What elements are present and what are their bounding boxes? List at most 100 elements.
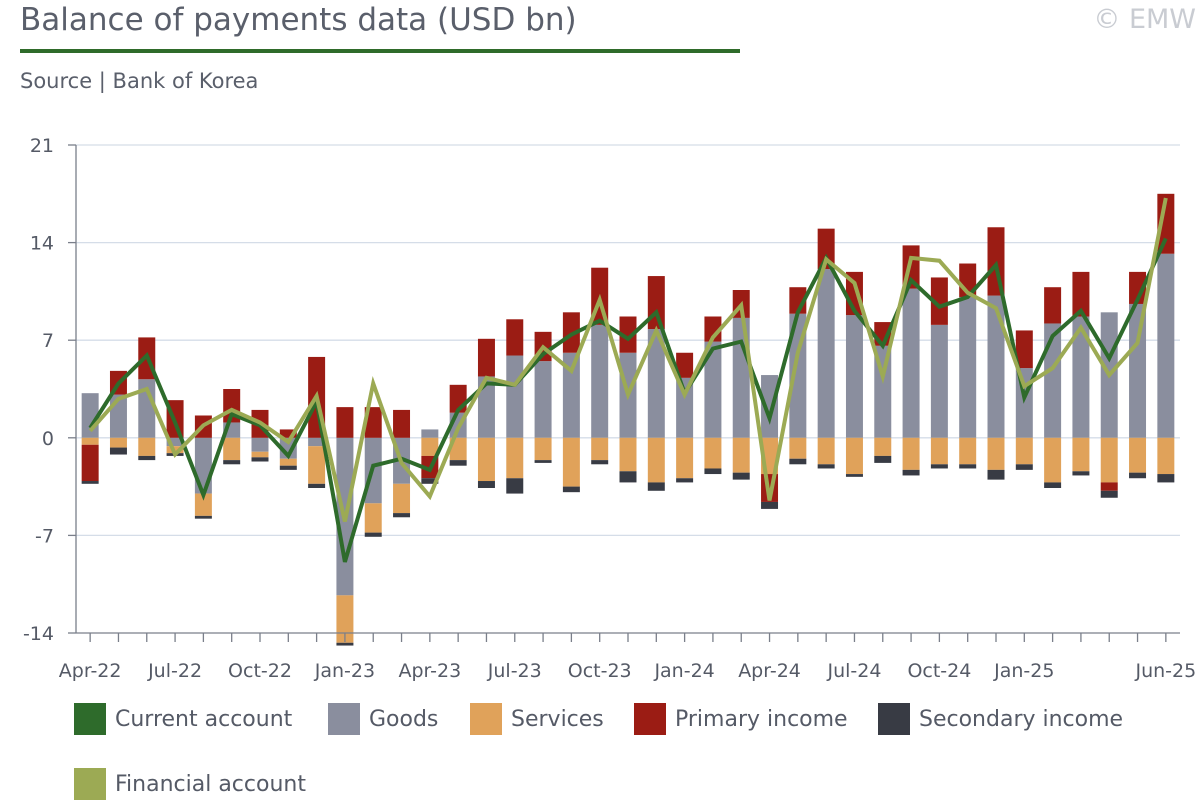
primary-income-bar xyxy=(1157,193,1175,254)
line-layer xyxy=(88,197,1168,563)
goods-bar xyxy=(562,352,580,438)
secondary-income-bar xyxy=(789,458,807,465)
secondary-income-bar xyxy=(421,478,439,484)
primary-income-bar xyxy=(676,352,694,378)
legend-item-goods: Goods xyxy=(328,703,438,735)
x-tick-label: Oct-22 xyxy=(228,660,292,682)
services-bar xyxy=(619,437,637,472)
secondary-income-bar xyxy=(534,460,552,463)
goods-bar xyxy=(845,315,863,438)
legend-swatch xyxy=(328,703,360,735)
secondary-income-bar xyxy=(138,455,156,461)
secondary-income-bar xyxy=(647,482,665,491)
secondary-income-bar xyxy=(902,469,920,476)
x-tick-label: Oct-24 xyxy=(907,660,971,682)
primary-income-bar xyxy=(477,338,495,377)
secondary-income-bar xyxy=(817,464,835,469)
services-bar xyxy=(1100,437,1118,483)
services-bar xyxy=(534,437,552,461)
services-bar xyxy=(959,437,977,465)
secondary-income-bar xyxy=(393,513,411,518)
primary-income-bar xyxy=(279,429,297,438)
primary-income-bar xyxy=(647,276,665,330)
secondary-income-bar xyxy=(591,460,609,465)
services-bar xyxy=(194,493,212,516)
y-tick-label: -14 xyxy=(23,623,54,645)
services-bar xyxy=(704,437,722,469)
services-bar xyxy=(223,437,241,461)
secondary-income-bar xyxy=(1072,471,1090,476)
legend-swatch xyxy=(634,703,666,735)
services-bar xyxy=(109,437,127,448)
goods-bar xyxy=(308,437,326,447)
services-bar xyxy=(1157,437,1175,475)
services-bar xyxy=(987,437,1005,470)
goods-bar xyxy=(1072,316,1090,438)
primary-income-bar xyxy=(1044,287,1062,324)
goods-bar xyxy=(1157,253,1175,438)
secondary-income-bar xyxy=(1157,474,1175,483)
services-bar xyxy=(562,437,580,487)
legend-swatch xyxy=(470,703,502,735)
secondary-income-bar xyxy=(251,457,269,462)
x-tick-label: Oct-23 xyxy=(568,660,632,682)
primary-income-bar xyxy=(1072,271,1090,317)
secondary-income-bar xyxy=(987,469,1005,480)
secondary-income-bar xyxy=(506,478,524,494)
services-bar xyxy=(676,437,694,479)
services-bar xyxy=(930,437,948,465)
goods-bar xyxy=(817,269,835,438)
legend-label: Services xyxy=(511,706,604,732)
secondary-income-bar xyxy=(845,474,863,477)
x-tick-label: Jul-24 xyxy=(826,660,881,682)
secondary-income-bar xyxy=(619,471,637,483)
primary-income-bar xyxy=(506,319,524,356)
secondary-income-bar xyxy=(364,532,382,537)
chart-title: Balance of payments data (USD bn) xyxy=(20,2,577,38)
secondary-income-bar xyxy=(732,472,750,480)
x-tick-label: Apr-23 xyxy=(399,660,462,682)
primary-income-bar xyxy=(336,407,354,438)
primary-income-bar xyxy=(393,409,411,438)
secondary-income-bar xyxy=(1044,482,1062,488)
legend-label: Primary income xyxy=(675,706,848,732)
services-bar xyxy=(477,437,495,482)
secondary-income-bar xyxy=(81,481,99,484)
x-tick-label: Apr-24 xyxy=(738,660,801,682)
x-tick-label: Apr-22 xyxy=(59,660,122,682)
secondary-income-bar xyxy=(704,468,722,475)
services-bar xyxy=(308,446,326,484)
legend-item-current-account: Current account xyxy=(74,703,292,735)
y-tick-label: 21 xyxy=(30,135,54,157)
legend-label: Goods xyxy=(369,706,439,732)
y-tick-label: -7 xyxy=(35,525,54,547)
x-tick-label: Jan-23 xyxy=(314,660,375,682)
secondary-income-bar xyxy=(562,486,580,493)
goods-bar xyxy=(676,377,694,438)
services-bar xyxy=(364,503,382,533)
goods-bar xyxy=(1129,303,1147,438)
services-bar xyxy=(1072,437,1090,472)
primary-income-bar xyxy=(364,407,382,438)
goods-bar xyxy=(251,437,269,452)
secondary-income-bar xyxy=(279,465,297,470)
services-bar xyxy=(251,451,269,458)
current-account-line xyxy=(88,237,1168,563)
services-bar xyxy=(393,483,411,514)
legend-label: Secondary income xyxy=(919,706,1124,732)
legend-swatch xyxy=(74,703,106,735)
goods-bar xyxy=(902,288,920,438)
secondary-income-bar xyxy=(1015,464,1033,470)
services-bar xyxy=(874,437,892,456)
financial-account-line xyxy=(88,197,1168,522)
secondary-income-bar xyxy=(761,501,779,509)
legend-item-financial-account: Financial account xyxy=(74,768,306,800)
legend-swatch xyxy=(74,768,106,800)
services-bar xyxy=(789,437,807,459)
goods-bar xyxy=(506,355,524,438)
legend-swatch xyxy=(878,703,910,735)
services-bar xyxy=(591,437,609,461)
services-bar xyxy=(1129,437,1147,473)
legend-item-secondary-income: Secondary income xyxy=(878,703,1123,735)
